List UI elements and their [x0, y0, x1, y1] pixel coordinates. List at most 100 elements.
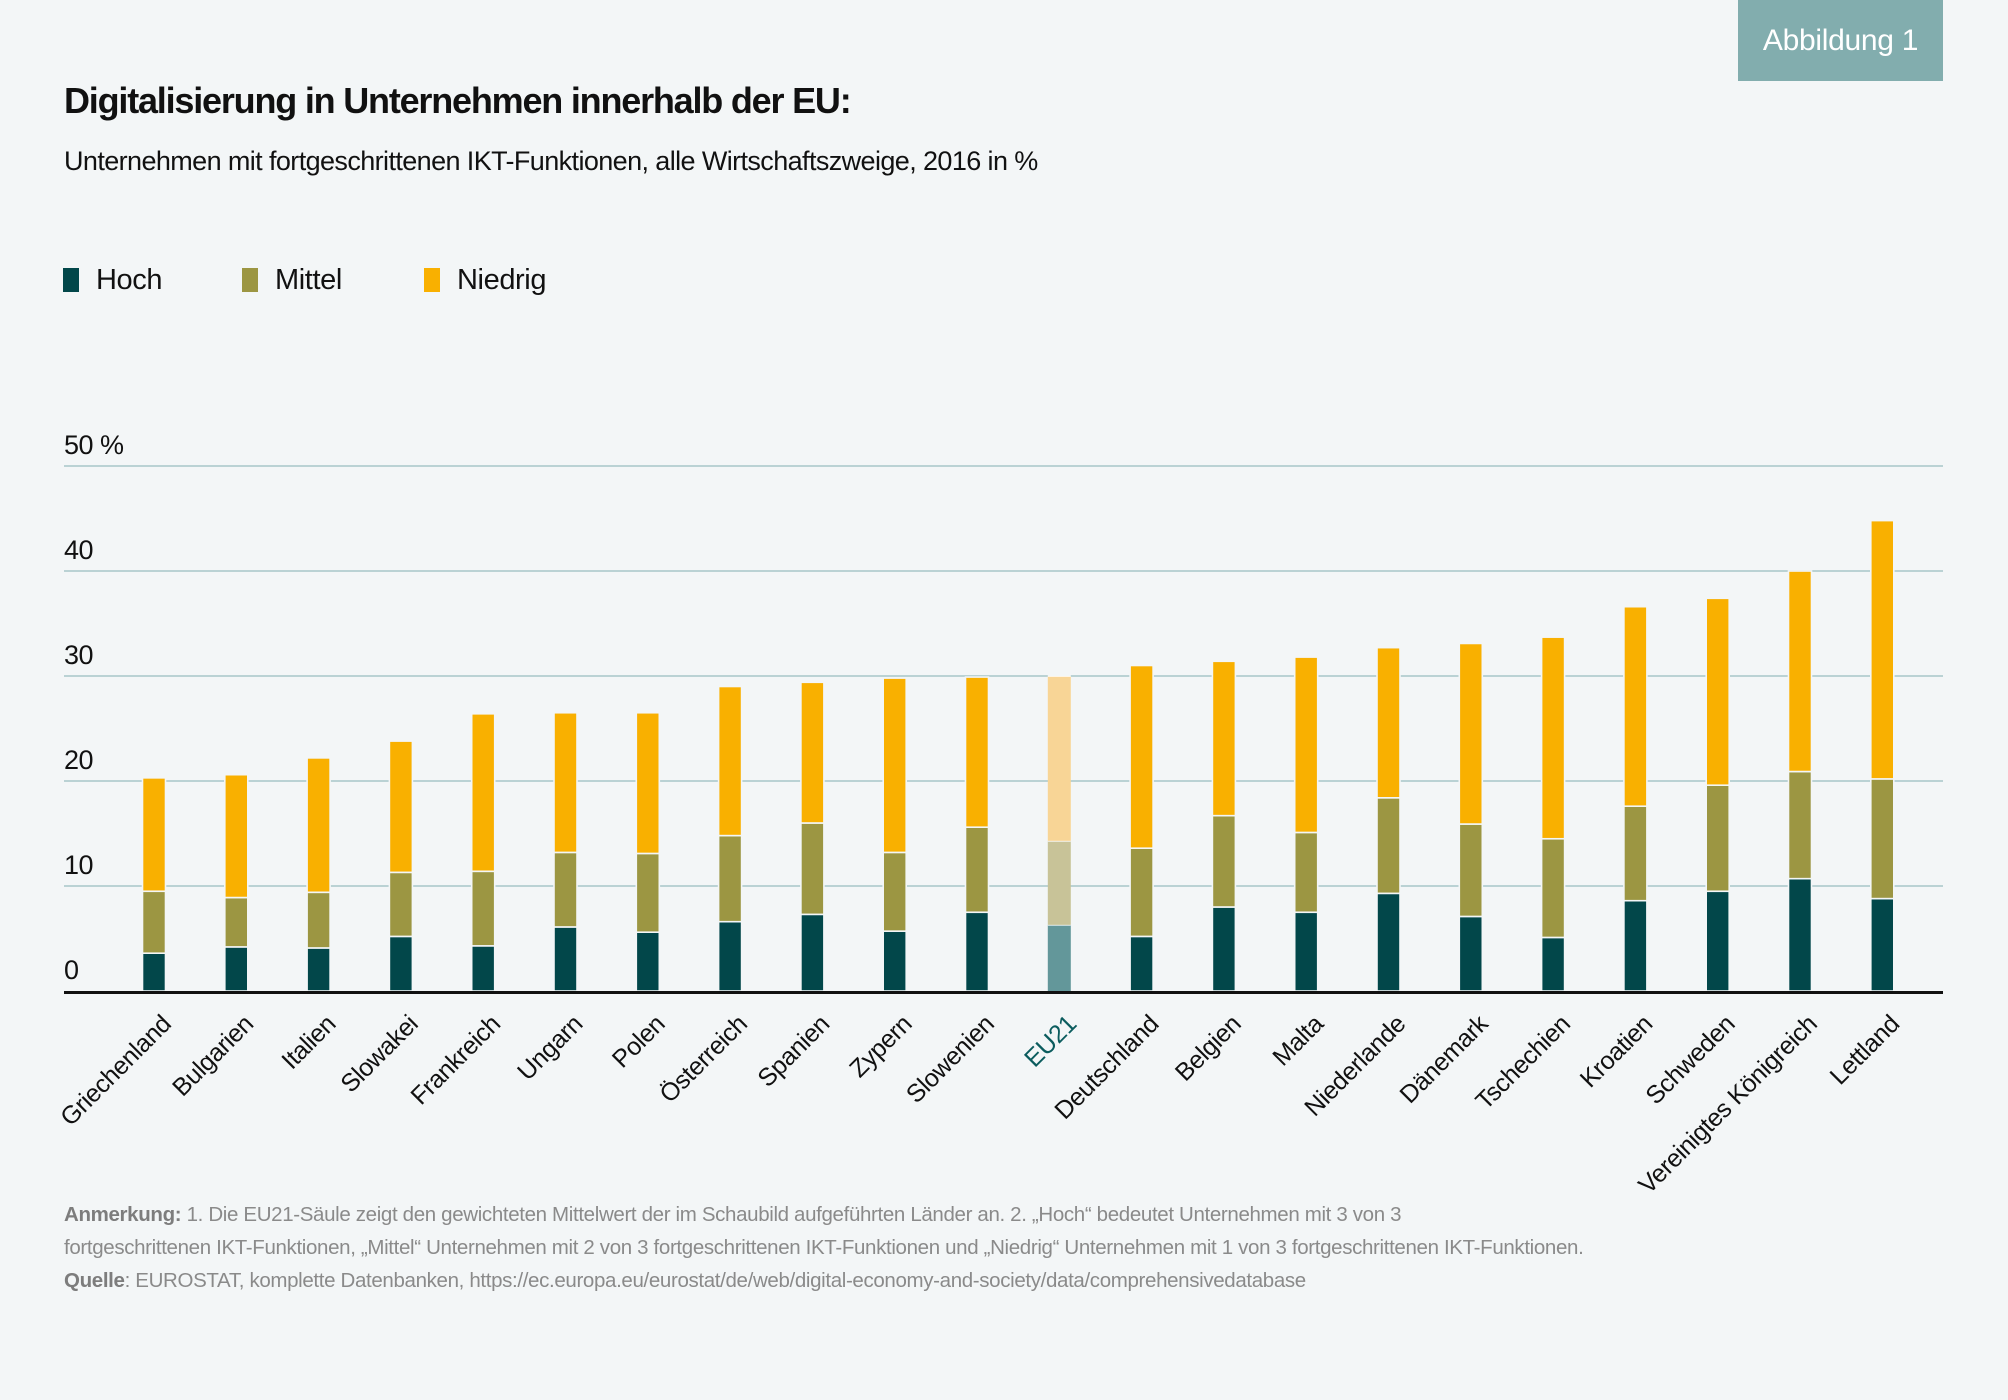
y-tick-label: 0 [64, 955, 79, 985]
bar-segment-niedrig [1129, 664, 1154, 849]
bar-segment-niedrig [1623, 605, 1648, 808]
bar-segment-niedrig [1458, 642, 1484, 825]
bar-segment-niedrig [306, 757, 331, 894]
y-axis-tick-labels: 0 10 20 30 40 50 % [64, 430, 125, 985]
bar-segment-mittel [1787, 770, 1813, 880]
bar-segment-niedrig [224, 773, 249, 899]
bar-segment-hoch [388, 935, 414, 992]
bar-segment-mittel [1129, 847, 1154, 938]
bar-group-schweden [1705, 597, 1730, 992]
legend-item-niedrig: Niedrig [424, 262, 546, 298]
legend-label-hoch: Hoch [96, 263, 163, 296]
x-tick-label: Griechenland [55, 1010, 177, 1132]
bar-segment-niedrig [800, 681, 825, 824]
bar-segment-mittel [882, 851, 908, 932]
bar-group-vereinigtes-königreich [1787, 570, 1813, 992]
bar-segment-mittel [717, 834, 743, 923]
bar-group-dänemark [1458, 642, 1484, 992]
bar-segment-mittel [1870, 778, 1895, 900]
gridlines [64, 465, 1943, 887]
footnote-source-text: : EUROSTAT, komplette Datenbanken, https… [124, 1269, 1307, 1292]
bar-group-tschechien [1540, 636, 1566, 992]
bar-segment-mittel [964, 826, 990, 914]
bar-segment-hoch [1870, 897, 1895, 992]
bar-group-eu21 [1047, 675, 1071, 991]
bar-group-ungarn [553, 711, 578, 992]
x-tick-label: Österreich [654, 1010, 753, 1109]
x-tick-label: EU21 [1019, 1010, 1082, 1073]
bar-group-malta [1293, 656, 1319, 992]
footnote: Anmerkung: 1. Die EU21-Säule zeigt den g… [64, 1198, 1914, 1297]
bar-group-österreich [717, 685, 743, 992]
bar-segment-hoch [1129, 935, 1154, 992]
x-tick-label: Polen [607, 1010, 671, 1074]
bar-segment-mittel [224, 896, 249, 948]
bar-segment-niedrig [1705, 597, 1730, 786]
footnote-note-line-2: fortgeschrittenen IKT-Funktionen, „Mitte… [64, 1236, 1584, 1259]
bar-segment-mittel [1705, 784, 1730, 893]
bar-group-slowenien [964, 676, 990, 992]
bar-segment-niedrig [1787, 570, 1813, 773]
bar-segment-hoch [1047, 924, 1071, 991]
bar-segment-hoch [224, 946, 249, 992]
x-tick-label: Ungarn [512, 1010, 588, 1086]
x-tick-label: Bulgarien [167, 1010, 259, 1102]
bar-segment-mittel [1623, 805, 1648, 902]
bar-group-lettland [1870, 519, 1895, 992]
bar-segment-hoch [882, 930, 908, 992]
bar-segment-niedrig [1211, 660, 1237, 817]
bar-segment-niedrig [388, 740, 414, 874]
bars [141, 519, 1895, 992]
bar-segment-hoch [717, 920, 743, 992]
bar-segment-mittel [141, 890, 167, 955]
bar-group-griechenland [141, 777, 167, 992]
footnote-note-line-1: Anmerkung: 1. Die EU21-Säule zeigt den g… [64, 1198, 1914, 1231]
bar-segment-mittel [1540, 837, 1566, 939]
x-tick-label: Frankreich [405, 1010, 505, 1110]
bar-group-polen [635, 711, 661, 992]
bar-segment-niedrig [635, 711, 661, 855]
bar-group-zypern [882, 677, 908, 992]
bar-group-belgien [1211, 660, 1237, 992]
bar-segment-hoch [1787, 877, 1813, 992]
bar-segment-hoch [1458, 915, 1484, 992]
bar-segment-hoch [635, 931, 661, 992]
bar-group-italien [306, 757, 331, 992]
bar-group-spanien [800, 681, 825, 992]
chart-title: Digitalisierung in Unternehmen innerhalb… [64, 80, 852, 121]
bar-segment-hoch [1540, 936, 1566, 992]
bar-group-niederlande [1376, 646, 1401, 992]
bar-segment-hoch [1376, 892, 1401, 992]
x-tick-label: Malta [1267, 1010, 1329, 1072]
x-tick-label: Kroatien [1575, 1010, 1658, 1093]
y-tick-label: 10 [64, 850, 93, 880]
bar-segment-niedrig [1047, 676, 1071, 841]
x-tick-label: Italien [276, 1010, 341, 1075]
y-tick-label: 20 [64, 745, 93, 775]
legend-swatch-hoch [63, 268, 79, 292]
bar-segment-niedrig [717, 685, 743, 837]
footnote-note-text-1: 1. Die EU21-Säule zeigt den gewichteten … [181, 1203, 1402, 1226]
bar-segment-hoch [1293, 911, 1319, 992]
y-tick-label: 30 [64, 640, 93, 670]
bar-segment-mittel [388, 871, 414, 938]
bar-segment-hoch [141, 952, 167, 992]
y-tick-label: 40 [64, 535, 93, 565]
bar-segment-hoch [1623, 899, 1648, 992]
bar-segment-niedrig [141, 777, 167, 893]
bar-segment-niedrig [553, 711, 578, 854]
legend-label-mittel: Mittel [275, 263, 342, 296]
legend-item-hoch: Hoch [63, 262, 163, 298]
legend-swatch-niedrig [424, 268, 440, 292]
bar-segment-hoch [553, 926, 578, 992]
bar-segment-hoch [1705, 890, 1730, 992]
footnote-source-line: Quelle: EUROSTAT, komplette Datenbanken,… [64, 1264, 1914, 1297]
bar-segment-hoch [964, 911, 990, 992]
bar-segment-mittel [1047, 840, 1071, 925]
bar-group-slowakei [388, 740, 414, 992]
bar-segment-mittel [470, 870, 496, 947]
x-tick-label: Lettland [1825, 1010, 1905, 1090]
bar-segment-mittel [553, 851, 578, 928]
